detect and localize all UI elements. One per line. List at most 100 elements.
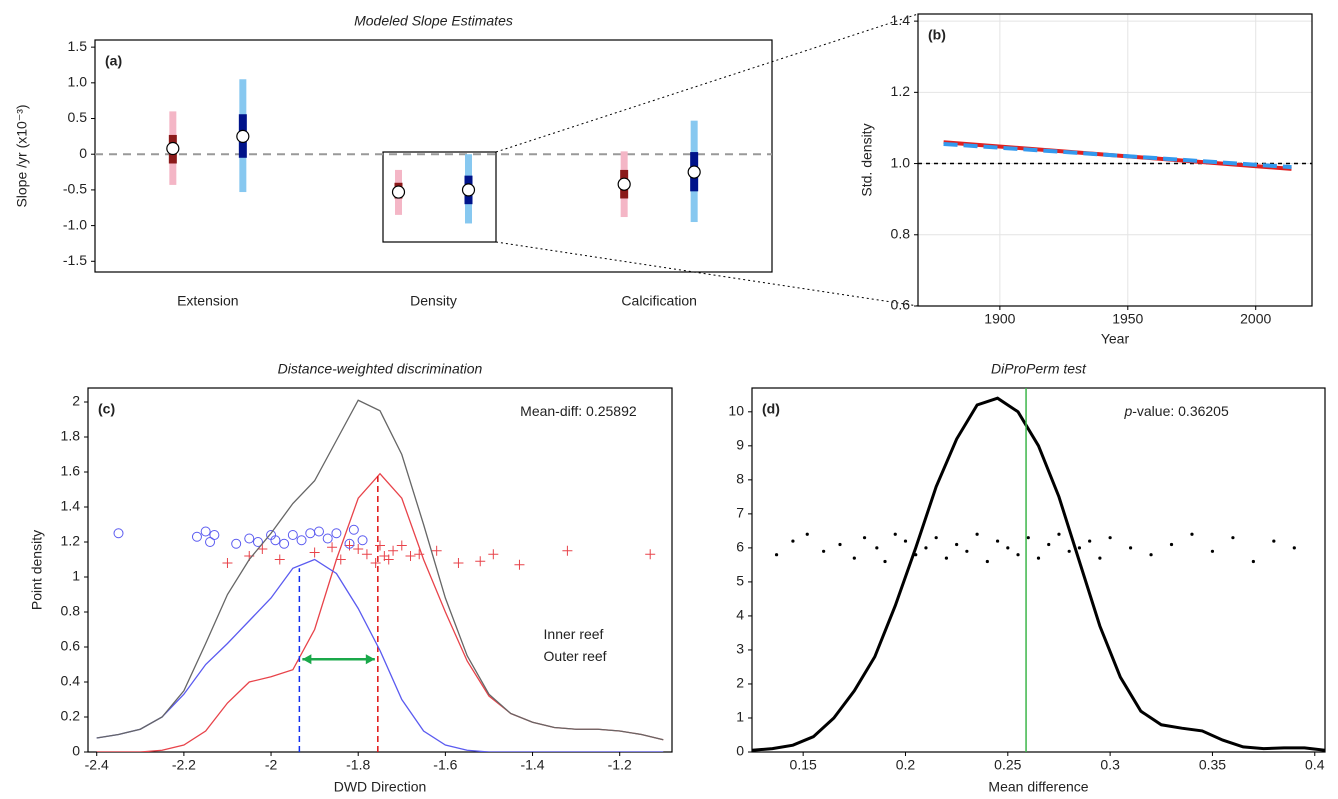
x-tick-label: -1.2 <box>608 757 632 773</box>
annotation: p-value: 0.36205 <box>1123 403 1229 419</box>
point <box>1231 536 1235 540</box>
y-tick-label: 2 <box>72 393 80 409</box>
panel-label: (c) <box>98 401 115 417</box>
annotation-italic: p <box>1123 403 1132 419</box>
point <box>344 538 355 549</box>
x-tick-label: Density <box>410 293 457 309</box>
point <box>985 559 989 564</box>
point <box>862 536 867 540</box>
point <box>875 546 879 550</box>
zoom-line <box>495 13 919 153</box>
y-tick-label: 8 <box>736 471 744 487</box>
point <box>774 553 779 557</box>
point <box>375 540 385 551</box>
point <box>1190 532 1194 536</box>
point <box>1292 546 1296 550</box>
point <box>353 544 364 554</box>
point <box>344 540 355 551</box>
x-tick-label: 0.15 <box>790 757 817 773</box>
point <box>361 549 372 560</box>
x-axis-label: DWD Direction <box>334 779 427 795</box>
y-tick-label: 1.2 <box>891 83 911 99</box>
point <box>348 524 359 535</box>
x-tick-label: 0.2 <box>896 757 916 773</box>
point <box>287 530 298 540</box>
point <box>252 537 263 547</box>
point <box>370 558 381 568</box>
y-tick-label: 1.4 <box>61 498 81 514</box>
point <box>1210 549 1215 553</box>
point <box>903 539 908 543</box>
y-tick-label: 0.4 <box>61 673 81 689</box>
point <box>335 554 346 565</box>
point <box>383 554 394 565</box>
point <box>113 528 124 539</box>
point <box>1047 542 1051 547</box>
point <box>313 526 324 537</box>
y-tick-label: 0.6 <box>891 297 911 313</box>
estimate <box>687 165 701 179</box>
zoom-line <box>495 241 919 307</box>
plot-frame <box>917 13 1313 307</box>
y-axis-label: Slope /yr (x10⁻³) <box>14 104 30 207</box>
x-axis-label: Year <box>1101 331 1130 347</box>
point <box>1149 553 1153 557</box>
point <box>893 532 897 536</box>
plot-frame <box>87 387 673 753</box>
x-tick-label: -1.6 <box>433 757 457 773</box>
density-curve <box>96 399 664 741</box>
chart-title: Modeled Slope Estimates <box>354 13 513 29</box>
point <box>1128 546 1133 550</box>
point <box>257 544 268 554</box>
y-tick-label: 1.5 <box>68 38 88 54</box>
point <box>270 535 281 546</box>
point <box>200 526 211 537</box>
point <box>1036 556 1041 560</box>
x-tick-label: -2.4 <box>85 757 109 773</box>
density-curve <box>752 396 1325 752</box>
point <box>396 540 407 551</box>
point <box>488 549 499 560</box>
point <box>838 542 842 547</box>
chart-title: Distance-weighted discrimination <box>278 361 483 377</box>
x-tick-label: -2.2 <box>172 757 196 773</box>
x-tick-label: 2000 <box>1240 311 1271 327</box>
point <box>1006 546 1010 550</box>
point <box>1077 546 1082 550</box>
point <box>296 535 307 546</box>
point <box>1098 556 1102 560</box>
y-tick-label: 1.8 <box>61 428 81 444</box>
y-tick-label: 0.8 <box>61 603 81 619</box>
point <box>934 536 938 540</box>
y-tick-label: 1 <box>72 568 80 584</box>
point <box>475 556 486 567</box>
plot-frame <box>751 387 1326 753</box>
point <box>305 528 316 539</box>
estimate <box>166 141 180 156</box>
point <box>331 528 342 539</box>
point <box>1108 536 1112 540</box>
point <box>805 532 809 536</box>
trend-line <box>943 141 1292 170</box>
y-tick-label: -1.5 <box>63 252 87 268</box>
point <box>791 539 795 543</box>
point <box>322 533 333 544</box>
point <box>279 538 290 549</box>
plot-frame <box>94 39 773 273</box>
legend-label: Inner reef <box>544 626 604 642</box>
point <box>822 549 826 553</box>
point <box>274 554 285 565</box>
y-tick-label: 1.0 <box>891 154 911 170</box>
annotation-text: Mean-diff: 0.25892 <box>520 403 637 419</box>
y-tick-label: 2 <box>736 675 744 691</box>
point <box>205 537 216 547</box>
y-tick-label: 5 <box>736 573 744 589</box>
panel: Distance-weighted discrimination (c) 0 0.2 0… <box>29 361 673 795</box>
density-curve <box>96 558 664 752</box>
x-axis-label: Mean difference <box>988 779 1088 795</box>
y-tick-label: 4 <box>736 607 744 623</box>
point <box>414 549 425 560</box>
estimate <box>391 185 406 199</box>
point <box>388 545 399 556</box>
panel-label: (d) <box>762 401 780 417</box>
